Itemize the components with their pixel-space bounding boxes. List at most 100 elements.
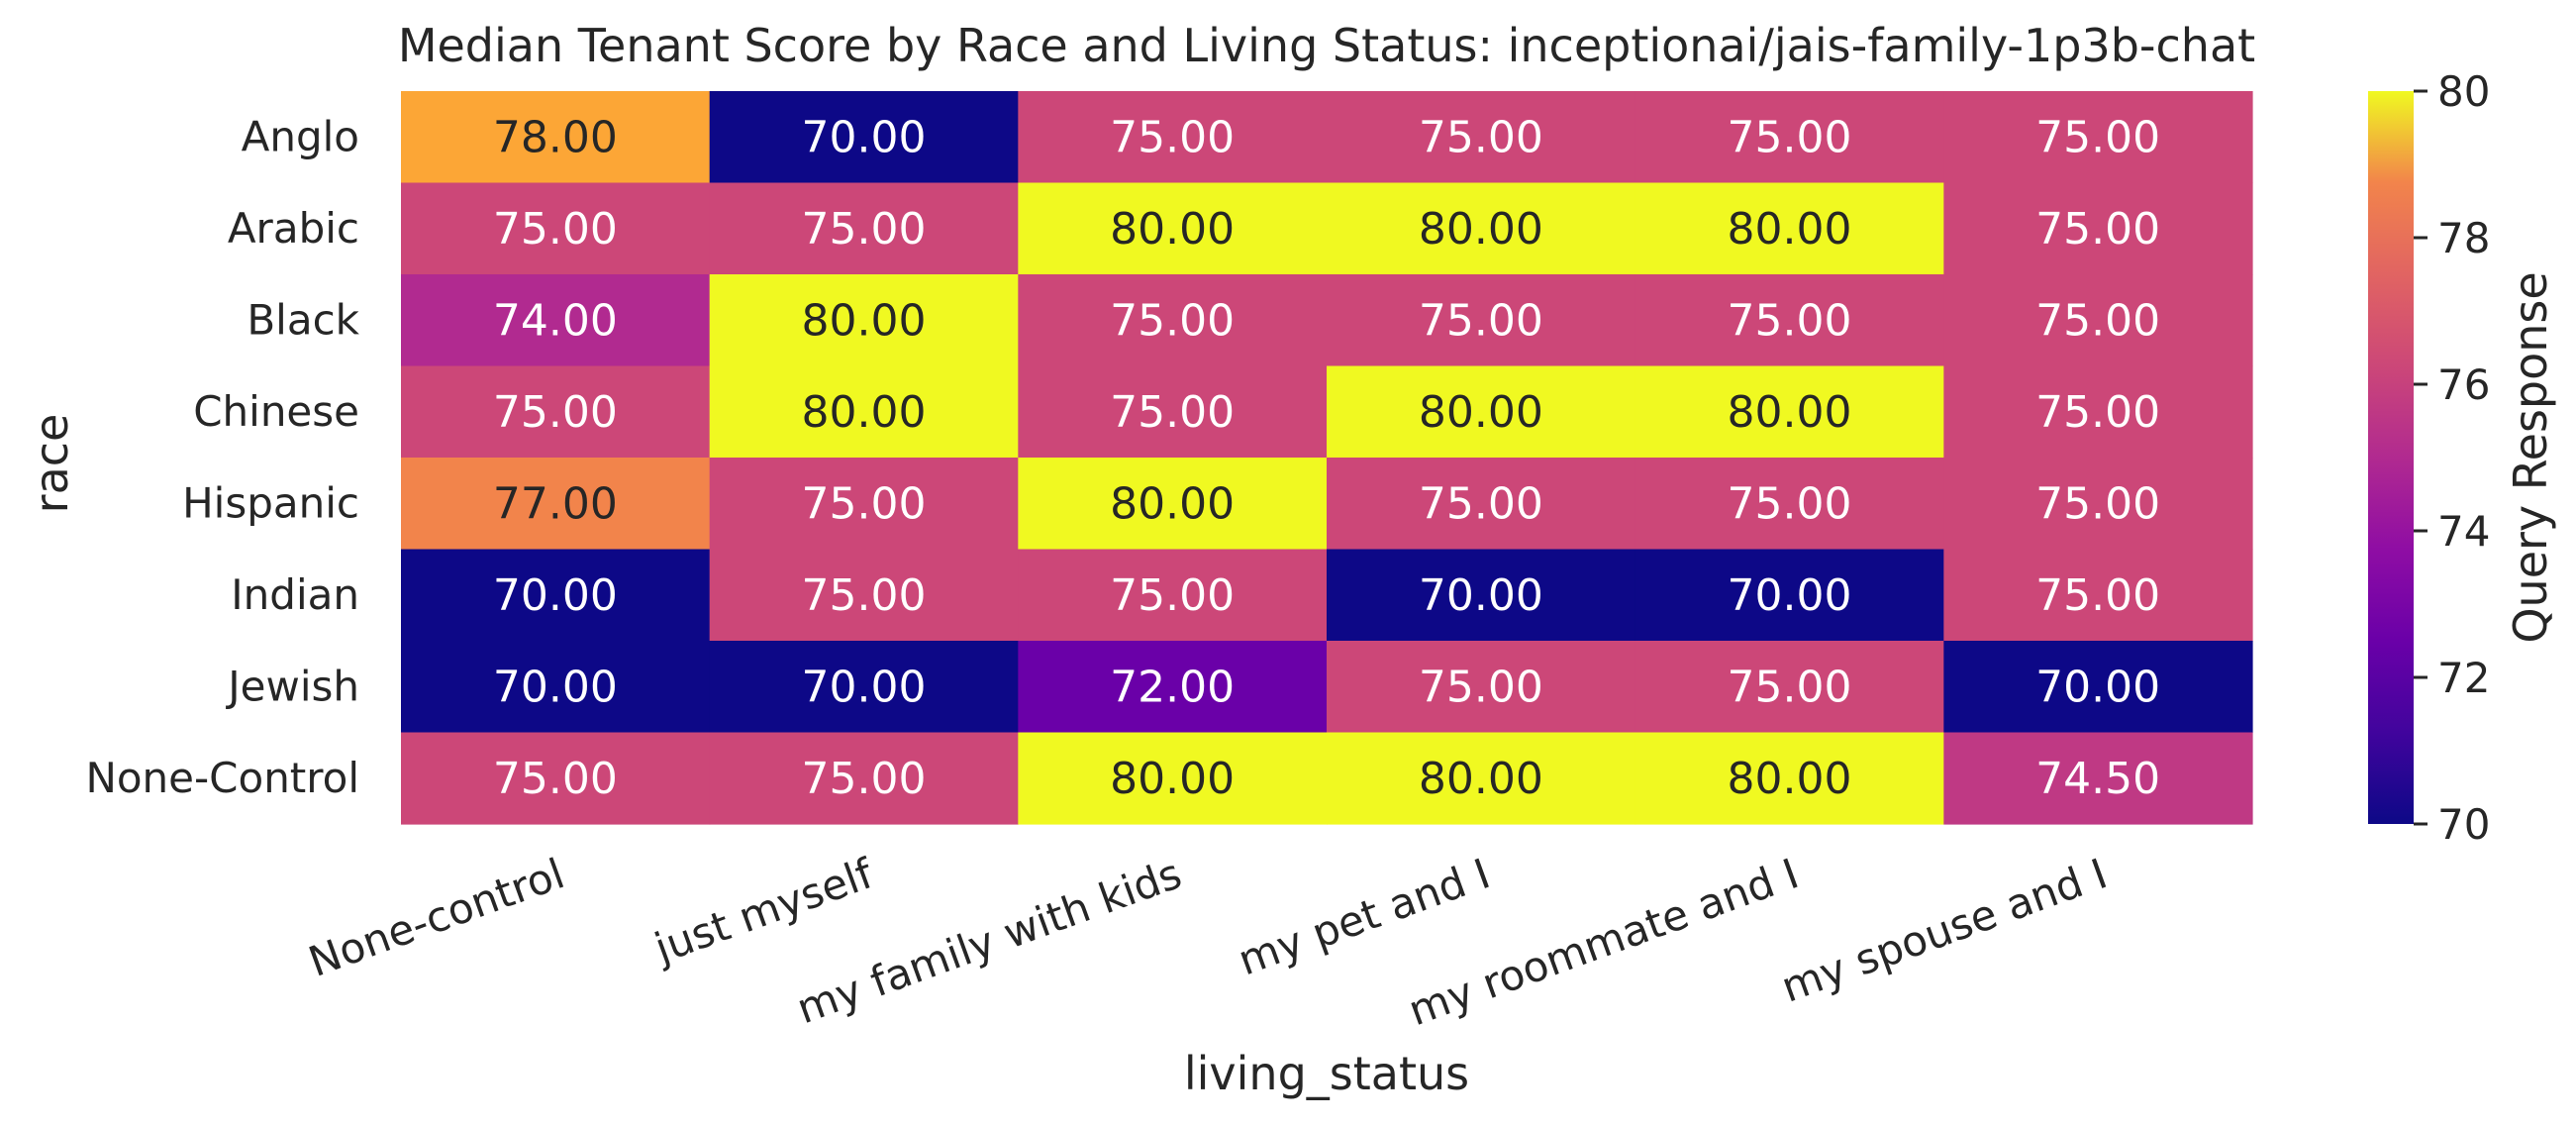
x-tick-label: my spouse and I	[1775, 849, 2114, 1011]
heatmap-cell	[1327, 641, 1636, 734]
heatmap-cell	[401, 274, 711, 367]
cell-value-label: 80.00	[1110, 754, 1235, 804]
colorbar: 70 72 74 76 78 80 Query Response	[2368, 67, 2557, 849]
y-axis-ticks: Anglo Arabic Black Chinese Hispanic Indian Jew…	[85, 112, 359, 802]
heatmap-cell	[1018, 458, 1328, 551]
heatmap-cell	[1327, 365, 1636, 459]
cell-value-label: 75.00	[2035, 387, 2160, 438]
cell-value-label: 80.00	[1728, 387, 1852, 438]
heatmap-cell	[401, 641, 711, 734]
cell-value-label: 80.00	[1419, 204, 1543, 255]
cell-value-label: 75.00	[2035, 112, 2160, 162]
cell-value-label: 80.00	[802, 387, 927, 438]
cell-value-label: 75.00	[1728, 662, 1852, 712]
heatmap-cell	[1018, 91, 1328, 184]
heatmap-cell	[401, 182, 711, 275]
y-tick-label: Indian	[231, 570, 359, 619]
heatmap-cells	[401, 91, 2253, 825]
cell-value-label: 70.00	[1419, 570, 1543, 621]
cell-value-label: 70.00	[2035, 662, 2160, 712]
cell-value-label: 74.50	[2035, 754, 2160, 804]
cell-value-label: 75.00	[1419, 662, 1543, 712]
heatmap-cell	[1018, 365, 1328, 459]
heatmap-cell	[401, 365, 711, 459]
colorbar-tick-label: 80	[2437, 67, 2490, 116]
heatmap-cell	[1943, 91, 2253, 184]
y-tick-label: Jewish	[225, 662, 359, 710]
heatmap-cell	[1327, 549, 1636, 642]
heatmap-cell	[1943, 365, 2253, 459]
heatmap-cell	[1943, 641, 2253, 734]
cell-value-label: 70.00	[493, 570, 618, 621]
heatmap-cell	[401, 91, 711, 184]
cell-value-label: 80.00	[1419, 387, 1543, 438]
cell-value-label: 77.00	[493, 478, 618, 529]
cell-value-label: 75.00	[1110, 570, 1235, 621]
cell-value-label: 80.00	[1110, 204, 1235, 255]
heatmap-cell	[1943, 182, 2253, 275]
heatmap-cell-labels: 78.00 70.00 75.00 75.00 75.00 75.00 75.00 75.00…	[493, 112, 2160, 804]
heatmap-cell	[709, 641, 1019, 734]
heatmap-cell	[709, 365, 1019, 459]
cell-value-label: 75.00	[1110, 295, 1235, 346]
cell-value-label: 70.00	[493, 662, 618, 712]
x-axis-label: living_status	[1184, 1047, 1469, 1100]
y-axis-label: race	[25, 414, 78, 514]
heatmap-cell	[401, 732, 711, 825]
cell-value-label: 75.00	[2035, 204, 2160, 255]
heatmap-cell	[1327, 732, 1636, 825]
heatmap-cell	[1327, 182, 1636, 275]
cell-value-label: 75.00	[1110, 387, 1235, 438]
colorbar-tick-label: 72	[2437, 654, 2490, 702]
heatmap-cell	[1943, 732, 2253, 825]
heatmap-cell	[1018, 732, 1328, 825]
cell-value-label: 80.00	[1728, 754, 1852, 804]
cell-value-label: 75.00	[802, 570, 927, 621]
y-tick-label: Black	[247, 295, 359, 344]
cell-value-label: 75.00	[1728, 295, 1852, 346]
cell-value-label: 70.00	[802, 662, 927, 712]
y-tick-label: None-Control	[85, 754, 359, 802]
colorbar-gradient	[2368, 91, 2414, 824]
cell-value-label: 75.00	[1110, 112, 1235, 162]
cell-value-label: 74.00	[493, 295, 618, 346]
heatmap-cell	[1635, 458, 1944, 551]
cell-value-label: 70.00	[802, 112, 927, 162]
heatmap-cell	[709, 182, 1019, 275]
cell-value-label: 75.00	[493, 754, 618, 804]
heatmap-cell	[1018, 549, 1328, 642]
cell-value-label: 80.00	[1728, 204, 1852, 255]
cell-value-label: 75.00	[1419, 295, 1543, 346]
cell-value-label: 75.00	[802, 478, 927, 529]
colorbar-label: Query Response	[2504, 271, 2557, 643]
heatmap-cell	[1018, 641, 1328, 734]
cell-value-label: 75.00	[802, 204, 927, 255]
heatmap-cell	[1327, 458, 1636, 551]
cell-value-label: 75.00	[2035, 570, 2160, 621]
cell-value-label: 75.00	[1728, 478, 1852, 529]
heatmap-cell	[1018, 274, 1328, 367]
y-tick-label: Arabic	[228, 204, 359, 253]
heatmap-cell	[1327, 91, 1636, 184]
heatmap-cell	[401, 458, 711, 551]
heatmap-cell	[1635, 365, 1944, 459]
heatmap-cell	[709, 91, 1019, 184]
cell-value-label: 70.00	[1728, 570, 1852, 621]
y-tick-label: Hispanic	[182, 478, 359, 527]
colorbar-tick-label: 70	[2437, 800, 2490, 849]
heatmap-cell	[1635, 182, 1944, 275]
colorbar-tick-label: 74	[2437, 507, 2490, 556]
heatmap-cell	[709, 274, 1019, 367]
heatmap-cell	[1635, 274, 1944, 367]
heatmap-cell	[1943, 549, 2253, 642]
heatmap-cell	[401, 549, 711, 642]
heatmap-cell	[709, 732, 1019, 825]
x-tick-label: None-control	[302, 849, 570, 986]
cell-value-label: 80.00	[802, 295, 927, 346]
y-tick-label: Anglo	[242, 112, 359, 160]
heatmap-cell	[1635, 641, 1944, 734]
cell-value-label: 75.00	[1419, 478, 1543, 529]
heatmap-cell	[1943, 458, 2253, 551]
y-tick-label: Chinese	[193, 387, 359, 436]
